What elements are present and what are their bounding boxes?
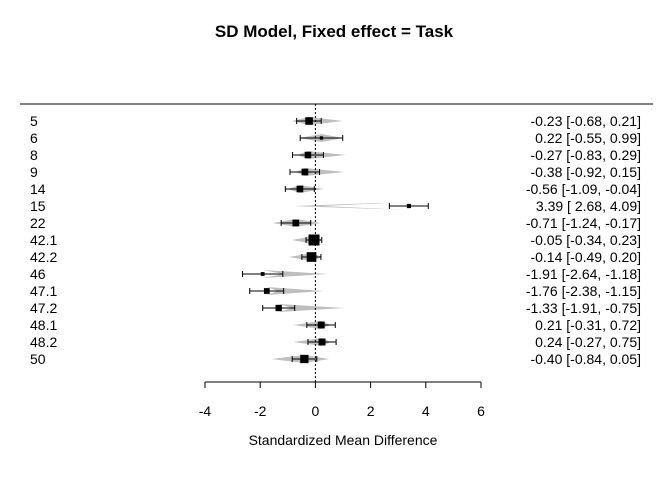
point-estimate <box>275 304 282 312</box>
ci-text: -0.56 [-1.09, -0.04] <box>526 181 641 197</box>
study-label: 47.1 <box>30 283 57 299</box>
ci-text: -0.14 [-0.49, 0.20] <box>530 249 641 265</box>
ci-text: 3.39 [ 2.68, 4.09] <box>536 198 641 214</box>
point-estimate <box>306 252 317 262</box>
point-estimate <box>296 185 304 193</box>
prediction-interval <box>266 287 324 295</box>
x-tick-label: 2 <box>367 403 375 419</box>
study-label: 48.1 <box>30 317 57 333</box>
x-tick-label: -4 <box>199 403 212 419</box>
study-label: 50 <box>30 351 46 367</box>
ci-text: -0.05 [-0.34, 0.23] <box>530 232 641 248</box>
point-estimate <box>317 321 325 329</box>
study-label: 8 <box>30 147 38 163</box>
study-label: 6 <box>30 130 38 146</box>
study-estimates <box>242 117 429 364</box>
prediction-intervals <box>262 117 409 363</box>
ci-text: -0.40 [-0.84, 0.05] <box>530 351 641 367</box>
x-tick-label: 0 <box>312 403 320 419</box>
point-estimate <box>301 168 309 176</box>
ci-text: -1.33 [-1.91, -0.75] <box>526 300 641 316</box>
x-tick-label: 6 <box>477 403 485 419</box>
point-estimate <box>319 136 324 140</box>
study-label: 47.2 <box>30 300 57 316</box>
ci-text: 0.21 [-0.31, 0.72] <box>535 317 641 333</box>
ci-text: -1.91 [-2.64, -1.18] <box>526 266 641 282</box>
point-estimate <box>300 354 309 364</box>
x-tick-label: -2 <box>254 403 267 419</box>
study-label: 22 <box>30 215 46 231</box>
study-label: 14 <box>30 181 46 197</box>
study-label: 5 <box>30 113 38 129</box>
point-estimate <box>304 151 312 159</box>
study-label: 48.2 <box>30 334 57 350</box>
point-estimate <box>263 288 270 294</box>
study-label: 42.1 <box>30 232 57 248</box>
point-estimate <box>308 234 320 246</box>
prediction-interval <box>293 202 409 210</box>
ci-text: 0.22 [-0.55, 0.99] <box>535 130 641 146</box>
study-label: 15 <box>30 198 46 214</box>
prediction-interval <box>262 270 328 278</box>
ci-text: -0.38 [-0.92, 0.15] <box>530 164 641 180</box>
x-tick-label: 4 <box>422 403 430 419</box>
x-axis: -4 -2 0 2 4 6 <box>199 381 485 419</box>
ci-text: 0.24 [-0.27, 0.75] <box>535 334 641 350</box>
point-estimate <box>406 203 412 209</box>
x-axis-label: Standardized Mean Difference <box>249 432 438 448</box>
study-label: 9 <box>30 164 38 180</box>
ci-text: -1.76 [-2.38, -1.15] <box>526 283 641 299</box>
point-estimate <box>260 272 265 276</box>
ci-text: -0.23 [-0.68, 0.21] <box>530 113 641 129</box>
chart-title: SD Model, Fixed effect = Task <box>215 22 454 41</box>
ci-text: -0.27 [-0.83, 0.29] <box>530 147 641 163</box>
study-label: 42.2 <box>30 249 57 265</box>
point-estimate <box>292 219 300 227</box>
point-estimate <box>305 117 313 125</box>
point-estimate <box>318 338 326 346</box>
ci-texts: -0.23 [-0.68, 0.21]0.22 [-0.55, 0.99]-0.… <box>526 113 641 367</box>
ci-text: -0.71 [-1.24, -0.17] <box>526 215 641 231</box>
study-label: 46 <box>30 266 46 282</box>
